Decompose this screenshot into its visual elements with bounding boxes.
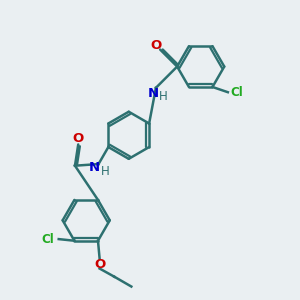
Text: N: N — [148, 87, 159, 100]
Text: N: N — [89, 161, 100, 175]
Text: O: O — [150, 39, 161, 52]
Text: Cl: Cl — [230, 86, 243, 99]
Text: Cl: Cl — [41, 232, 54, 246]
Text: O: O — [94, 258, 105, 271]
Text: H: H — [101, 165, 110, 178]
Text: O: O — [73, 132, 84, 145]
Text: H: H — [159, 90, 167, 103]
